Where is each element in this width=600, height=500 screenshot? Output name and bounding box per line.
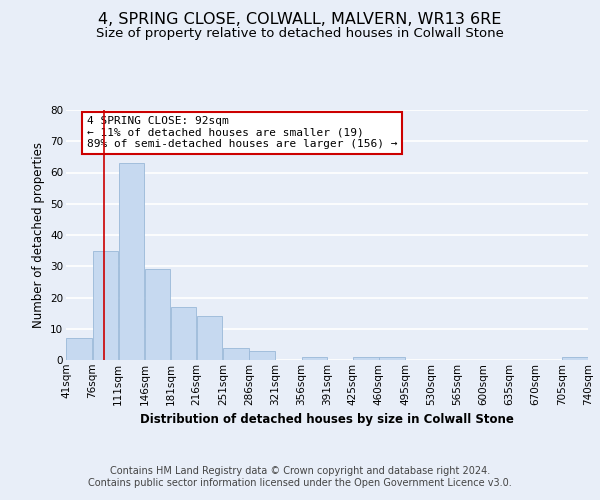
Bar <box>197 316 223 360</box>
Text: 4, SPRING CLOSE, COLWALL, MALVERN, WR13 6RE: 4, SPRING CLOSE, COLWALL, MALVERN, WR13 … <box>98 12 502 28</box>
Bar <box>67 338 92 360</box>
Text: Size of property relative to detached houses in Colwall Stone: Size of property relative to detached ho… <box>96 28 504 40</box>
Bar <box>119 163 144 360</box>
X-axis label: Distribution of detached houses by size in Colwall Stone: Distribution of detached houses by size … <box>140 413 514 426</box>
Bar <box>250 350 275 360</box>
Bar <box>353 357 379 360</box>
Bar <box>562 357 587 360</box>
Bar <box>379 357 404 360</box>
Bar <box>223 348 248 360</box>
Bar <box>171 307 196 360</box>
Bar <box>145 270 170 360</box>
Y-axis label: Number of detached properties: Number of detached properties <box>32 142 44 328</box>
Bar <box>92 250 118 360</box>
Text: Contains HM Land Registry data © Crown copyright and database right 2024.
Contai: Contains HM Land Registry data © Crown c… <box>88 466 512 487</box>
Bar <box>302 357 327 360</box>
Text: 4 SPRING CLOSE: 92sqm
← 11% of detached houses are smaller (19)
89% of semi-deta: 4 SPRING CLOSE: 92sqm ← 11% of detached … <box>87 116 397 150</box>
